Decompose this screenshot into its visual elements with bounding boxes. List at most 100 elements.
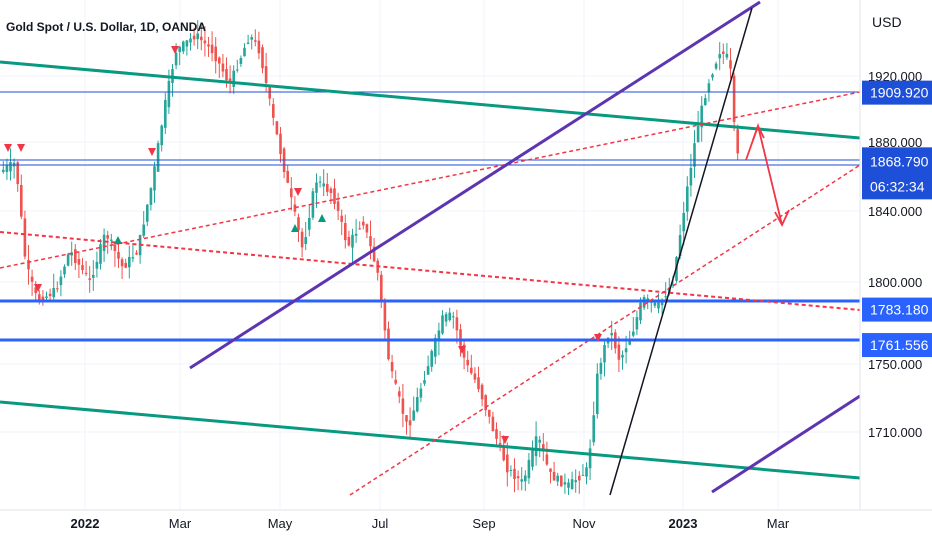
candle-body xyxy=(297,217,300,231)
candle-body xyxy=(527,459,531,479)
candle-body xyxy=(164,99,167,128)
candle-body xyxy=(473,373,477,380)
candle-body xyxy=(556,475,559,482)
drawings[interactable] xyxy=(0,0,861,496)
candle-body xyxy=(99,244,102,264)
candle-body xyxy=(678,235,682,257)
buy-signal-marker xyxy=(291,224,299,232)
candle-body xyxy=(286,170,289,183)
candle-body xyxy=(722,51,725,54)
candle-body xyxy=(736,129,739,154)
candle-body xyxy=(516,476,520,479)
candle-body xyxy=(484,395,487,411)
candle-body xyxy=(124,263,127,268)
candle-body xyxy=(617,344,621,360)
candle-body xyxy=(254,40,257,42)
sell-signal-marker xyxy=(148,148,156,156)
candle-body xyxy=(581,474,585,476)
sell-signal-marker xyxy=(34,284,42,292)
candle-body xyxy=(38,294,41,303)
candle-body xyxy=(567,482,570,488)
red-dashed-ascending-upper[interactable] xyxy=(0,91,861,269)
candle-body xyxy=(106,235,109,239)
candle-body xyxy=(491,416,495,432)
candle-body xyxy=(434,338,437,357)
candle-body xyxy=(203,40,207,44)
time-tick-label: 2022 xyxy=(71,516,100,531)
projection-arrowhead-down xyxy=(774,209,790,228)
purple-trendline-upper[interactable] xyxy=(189,0,761,370)
candle-body xyxy=(192,35,196,40)
candle-body xyxy=(268,87,271,99)
candle-body xyxy=(488,409,491,417)
candle-body xyxy=(383,301,387,331)
price-tag xyxy=(862,297,932,322)
time-axis-bg[interactable] xyxy=(0,510,932,550)
candle-body xyxy=(120,259,124,267)
candle-body xyxy=(585,467,588,477)
black-trendline[interactable] xyxy=(609,7,753,496)
candle-body xyxy=(59,276,63,286)
candle-body xyxy=(729,60,732,69)
green-trendline-upper[interactable] xyxy=(0,60,861,140)
candle-body xyxy=(272,104,275,118)
green-trendline-lower[interactable] xyxy=(0,400,861,480)
candle-body xyxy=(257,40,261,54)
red-dashed-ascending-lower[interactable] xyxy=(349,164,861,496)
time-tick-label: Sep xyxy=(472,516,495,531)
candle-body xyxy=(63,266,66,275)
candle-body xyxy=(27,260,30,270)
candle-body xyxy=(538,439,541,443)
projection-arrow-path[interactable] xyxy=(745,122,783,226)
candle-body xyxy=(574,480,577,483)
sell-signal-marker xyxy=(594,334,602,342)
candle-body xyxy=(207,44,210,47)
time-tick-label: Jul xyxy=(372,516,389,531)
sell-signal-marker xyxy=(17,144,25,152)
candle-body xyxy=(293,204,297,212)
candle-body xyxy=(135,252,138,255)
candle-body xyxy=(365,224,369,233)
time-tick-label: Mar xyxy=(169,516,192,531)
candle-body xyxy=(326,183,329,192)
projection-arrowhead-up xyxy=(752,123,765,141)
candle-body xyxy=(110,239,113,241)
chart-title: Gold Spot / U.S. Dollar, 1D, OANDA xyxy=(6,20,207,34)
time-tick-label: Mar xyxy=(767,516,790,531)
candle-body xyxy=(160,125,163,146)
candle-body xyxy=(304,237,307,244)
purple-trendline-lower[interactable] xyxy=(711,394,861,494)
candle-body xyxy=(470,367,473,374)
candle-body xyxy=(243,47,246,57)
candle-body xyxy=(232,70,235,87)
candle-body xyxy=(632,331,635,336)
candle-body xyxy=(462,344,466,358)
candle-body xyxy=(466,359,469,366)
candle-body xyxy=(700,105,703,128)
candle-body xyxy=(77,259,81,265)
candle-body xyxy=(405,415,408,422)
red-dashed-descending[interactable] xyxy=(0,231,861,311)
candle-body xyxy=(498,443,502,445)
candles xyxy=(2,20,739,496)
price-axis-ticks: 1920.000 1880.000 1840.000 1800.000 1750.000… xyxy=(868,69,922,440)
candle-body xyxy=(509,469,513,471)
candle-body xyxy=(707,83,711,92)
candle-body xyxy=(444,314,448,322)
candle-body xyxy=(117,251,120,259)
candle-body xyxy=(185,40,189,47)
candle-body xyxy=(714,63,718,69)
candle-body xyxy=(246,42,250,44)
candle-body xyxy=(214,46,217,62)
bar-countdown-label: 06:32:34 xyxy=(870,178,925,194)
candle-body xyxy=(146,204,149,222)
sell-signal-marker xyxy=(458,346,466,354)
price-tag-label: 1909.920 xyxy=(870,85,929,101)
candle-body xyxy=(628,339,631,345)
signal-markers xyxy=(4,46,602,444)
candle-body xyxy=(423,380,426,384)
candle-body xyxy=(34,287,37,294)
candle-body xyxy=(52,288,55,298)
candle-body xyxy=(153,166,156,191)
